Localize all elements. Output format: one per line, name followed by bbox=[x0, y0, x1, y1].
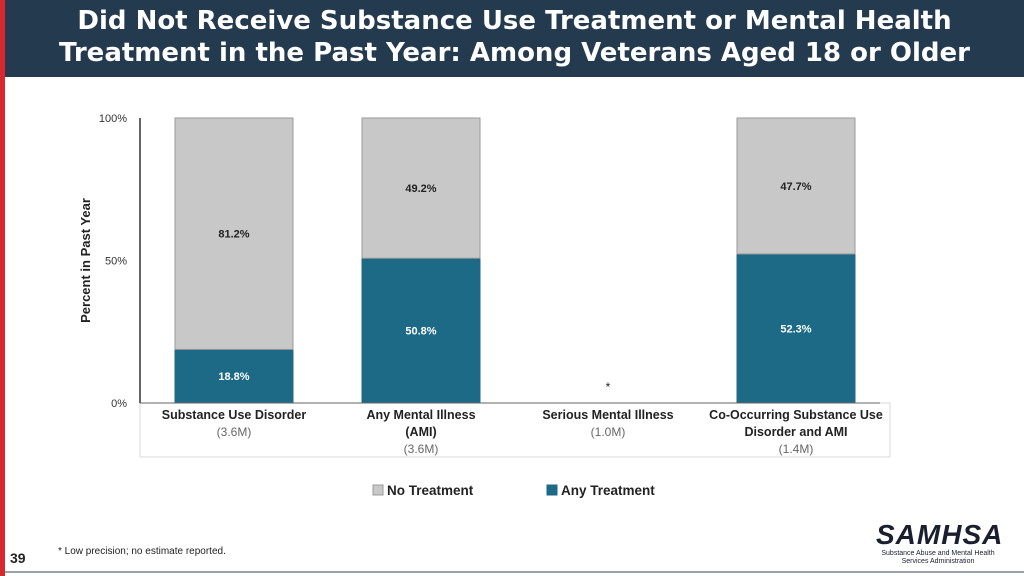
slide-title-line-2: Treatment in the Past Year: Among Vetera… bbox=[58, 38, 970, 68]
bar-no-treatment bbox=[361, 117, 481, 259]
slide-title-line-1: Did Not Receive Substance Use Treatment … bbox=[77, 6, 952, 36]
missing-estimate-marker: * bbox=[606, 380, 611, 394]
x-category-sublabel: (3.6M) bbox=[217, 425, 252, 439]
data-label-no-treatment: 81.2% bbox=[218, 229, 249, 241]
data-label-any-treatment: 52.3% bbox=[780, 323, 811, 335]
logo-wordmark: SAMHSA bbox=[876, 519, 1004, 550]
y-axis-label: Percent in Past Year bbox=[78, 198, 93, 323]
y-tick-label: 0% bbox=[111, 398, 127, 410]
samhsa-logo: SAMHSA Substance Abuse and Mental Health… bbox=[876, 519, 1004, 566]
x-category-sublabel: (1.4M) bbox=[779, 442, 814, 456]
x-category-label: Co-Occurring Substance Use bbox=[709, 408, 883, 422]
page-number: 39 bbox=[10, 550, 26, 566]
x-category-label: Serious Mental Illness bbox=[542, 408, 673, 422]
legend-label: Any Treatment bbox=[561, 483, 655, 498]
data-label-no-treatment: 49.2% bbox=[405, 183, 436, 195]
slide-header: Did Not Receive Substance Use Treatment … bbox=[5, 0, 1024, 77]
x-category-label: Any Mental Illness bbox=[366, 408, 475, 422]
x-category-label: Substance Use Disorder bbox=[162, 408, 307, 422]
x-category-label: Disorder and AMI bbox=[744, 425, 847, 439]
legend-label: No Treatment bbox=[387, 483, 474, 498]
data-label-any-treatment: 18.8% bbox=[218, 371, 249, 383]
y-tick-label: 50% bbox=[105, 256, 127, 268]
x-category-sublabel: (1.0M) bbox=[591, 425, 626, 439]
bar-no-treatment bbox=[174, 117, 294, 350]
logo-subtitle-line-1: Substance Abuse and Mental Health bbox=[881, 550, 995, 557]
bar-any-treatment bbox=[736, 253, 856, 404]
bar-no-treatment bbox=[736, 117, 856, 255]
x-category-sublabel: (3.6M) bbox=[404, 442, 439, 456]
accent-stripe bbox=[0, 0, 5, 576]
x-category-label: (AMI) bbox=[405, 425, 436, 439]
y-tick-label: 100% bbox=[99, 113, 127, 125]
data-label-no-treatment: 47.7% bbox=[780, 181, 811, 193]
logo-subtitle-line-2: Services Administration bbox=[901, 558, 975, 565]
bottom-rule bbox=[5, 571, 1024, 573]
legend-swatch bbox=[372, 484, 384, 496]
bar-any-treatment bbox=[174, 348, 294, 404]
legend-swatch bbox=[546, 484, 558, 496]
data-label-any-treatment: 50.8% bbox=[405, 326, 436, 338]
footnote: * Low precision; no estimate reported. bbox=[58, 546, 226, 557]
